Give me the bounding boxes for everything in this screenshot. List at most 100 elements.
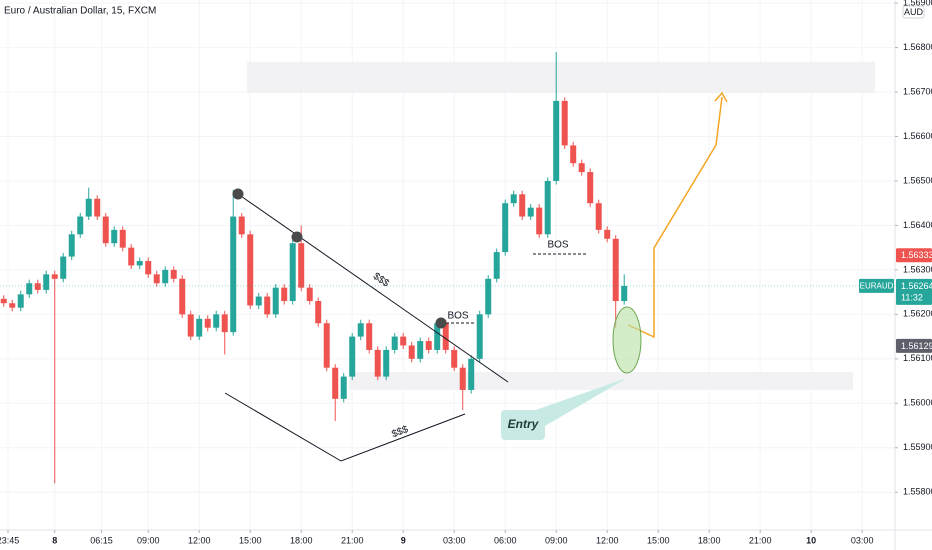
candle-body — [230, 216, 237, 333]
candle-body — [400, 336, 407, 346]
candle-body — [621, 285, 628, 302]
x-tick-label: 21:00 — [749, 535, 772, 545]
candle-body — [476, 314, 483, 359]
projection-path — [627, 96, 723, 339]
candle-body — [578, 163, 585, 173]
y-tick-label: 1.56900 — [903, 0, 932, 7]
candle-body — [162, 269, 169, 284]
x-tick-label: 18:00 — [290, 535, 313, 545]
y-tick-label: 1.56400 — [903, 220, 932, 230]
price-tag — [896, 248, 932, 263]
countdown-label: 11:32 — [901, 292, 923, 302]
symbol-tag — [859, 278, 894, 293]
y-tick-label: 1.56700 — [903, 86, 932, 96]
candle-body — [17, 294, 24, 308]
candle-body — [51, 274, 58, 279]
candle-body — [102, 216, 109, 244]
candle-body — [366, 323, 373, 350]
y-tick-label: 1.56100 — [903, 353, 932, 363]
last-price-tag — [896, 278, 932, 305]
candle-body — [68, 234, 75, 257]
y-tick-label: 1.56500 — [903, 175, 932, 185]
candle-body — [519, 194, 526, 217]
candle-body — [60, 256, 67, 279]
y-tick-label: 1.56800 — [903, 42, 932, 52]
bos-label: BOS — [447, 311, 468, 322]
liquidity-line — [224, 392, 466, 462]
y-tick-label: 1.55900 — [903, 442, 932, 452]
price-tag-label: 1.56129 — [901, 341, 932, 351]
candle-body — [383, 349, 390, 377]
candle-body — [0, 298, 7, 304]
x-tick-label: 9 — [401, 535, 406, 545]
candle-body — [434, 323, 441, 350]
candle-body — [544, 180, 551, 235]
candle-body — [553, 100, 560, 181]
candle-body — [493, 252, 500, 279]
candle-body — [196, 318, 203, 337]
bos-label: BOS — [547, 240, 568, 251]
candle-body — [26, 283, 33, 295]
y-tick-label: 1.55800 — [903, 487, 932, 497]
candles — [0, 52, 628, 484]
x-tick-label: 09:00 — [545, 535, 568, 545]
candle-body — [604, 229, 611, 239]
x-tick-label: 09:00 — [137, 535, 160, 545]
candle-body — [128, 247, 135, 266]
candle-body — [298, 243, 305, 288]
candle-body — [561, 100, 568, 146]
entry-label: Entry — [508, 417, 540, 431]
candle-body — [442, 323, 449, 350]
candle-body — [510, 194, 517, 204]
candle-body — [374, 349, 381, 377]
candle-body — [459, 367, 466, 390]
x-tick-label: 15:00 — [239, 535, 262, 545]
x-tick-label: 03:00 — [443, 535, 466, 545]
candle-body — [502, 203, 509, 253]
x-tick-label: 15:00 — [647, 535, 670, 545]
x-tick-label: 8 — [52, 535, 57, 545]
candle-body — [349, 336, 356, 377]
candle-body — [94, 198, 101, 217]
candle-body — [417, 341, 424, 359]
candle-body — [136, 260, 143, 266]
candle-body — [323, 323, 330, 368]
candle-body — [340, 376, 347, 399]
x-tick-label: 12:00 — [188, 535, 211, 545]
candle-body — [451, 349, 458, 368]
candle-body — [272, 287, 279, 315]
candle-body — [238, 216, 245, 235]
candle-body — [179, 278, 186, 315]
x-tick-label: 06:00 — [494, 535, 517, 545]
y-tick-label: 1.56000 — [903, 398, 932, 408]
drawings: $$$ $$$ BOS BOS Entry — [224, 91, 728, 462]
candle-body — [34, 283, 41, 290]
candle-body — [391, 336, 398, 350]
y-tick-label: 1.56300 — [903, 264, 932, 274]
candle-body — [221, 314, 228, 333]
x-tick-label: 12:00 — [596, 535, 619, 545]
candle-body — [315, 301, 322, 324]
currency-label: AUD — [904, 7, 924, 17]
entry-pointer — [530, 378, 627, 426]
candle-body — [255, 296, 262, 306]
candle-body — [289, 243, 296, 302]
entry-box — [501, 410, 545, 440]
candle-body — [9, 303, 16, 308]
candle-body — [170, 269, 177, 279]
currency-box — [902, 5, 925, 19]
price-tag-label: 1.56333 — [901, 250, 932, 260]
x-tick-label: 03:00 — [851, 535, 874, 545]
candle-body — [213, 314, 220, 328]
candle-body — [468, 358, 475, 390]
swing-point — [291, 231, 303, 243]
supply-zone — [247, 62, 875, 93]
trend-line — [237, 193, 509, 383]
candle-body — [85, 198, 92, 217]
x-tick-label: 10 — [806, 535, 816, 545]
candle-body — [111, 229, 118, 244]
candle-body — [204, 318, 211, 328]
